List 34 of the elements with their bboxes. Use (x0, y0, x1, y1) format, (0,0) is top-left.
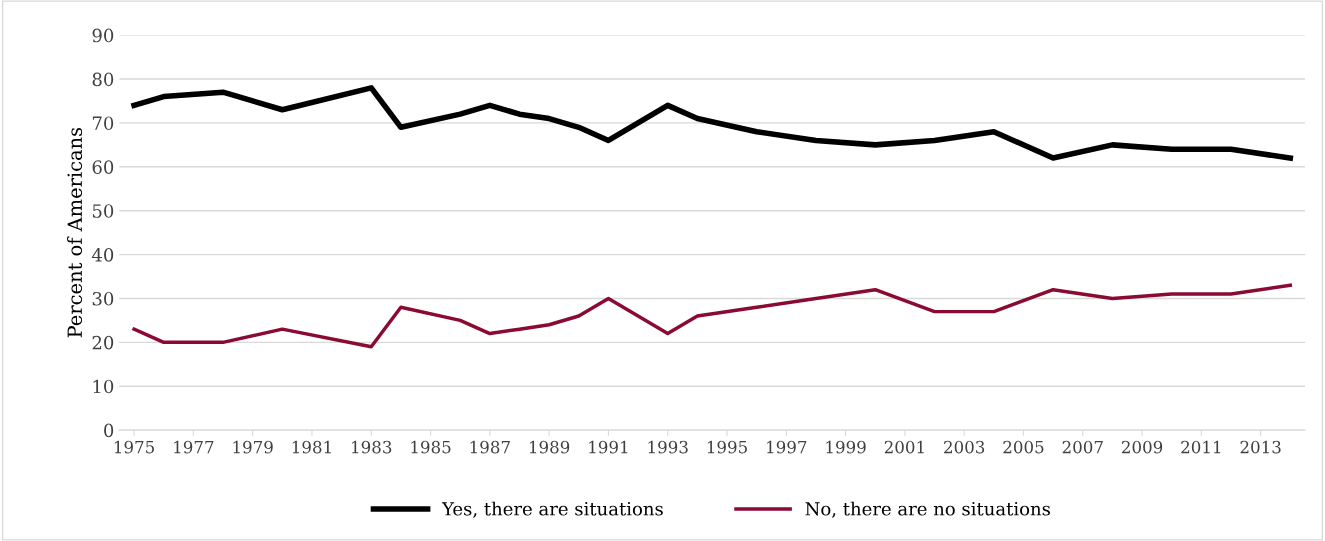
y-tick-label: 40 (91, 248, 114, 262)
x-tick-label: 2005 (1003, 440, 1044, 454)
x-tick-label: 1993 (648, 440, 688, 454)
y-axis-title: Percent of Americans (67, 127, 83, 338)
y-tick-label: 30 (92, 291, 114, 306)
y-tick-label: 20 (92, 335, 114, 350)
x-tick-label: 1989 (529, 440, 570, 454)
x-tick-label: 2011 (1181, 440, 1221, 454)
y-tick-label: 90 (92, 28, 114, 43)
legend-label: Yes, there are situations (441, 501, 663, 518)
x-tick-label: 2009 (1121, 440, 1163, 454)
x-tick-label: 1981 (292, 440, 331, 454)
x-tick-label: 1975 (114, 440, 154, 454)
x-tick-label: 1985 (411, 440, 451, 454)
x-tick-label: 1977 (174, 440, 214, 454)
x-tick-label: 1995 (707, 440, 747, 454)
y-tick-label: 0 (104, 423, 114, 438)
y-tick-label: 60 (92, 160, 114, 174)
line-series (132, 283, 1293, 349)
x-tick-label: 1999 (826, 440, 866, 454)
x-tick-label: 1991 (589, 440, 628, 454)
x-tick-label: 1997 (767, 440, 807, 454)
y-tick-label: 10 (93, 379, 114, 394)
y-tick-label: 80 (92, 72, 114, 87)
x-tick-label: 2013 (1240, 440, 1281, 454)
x-tick-label: 2001 (884, 440, 924, 454)
x-tick-label: 2003 (944, 440, 985, 454)
x-tick-label: 1979 (233, 440, 273, 454)
x-tick-label: 1987 (470, 440, 510, 454)
y-tick-label: 70 (92, 116, 114, 131)
x-tick-label: 1983 (352, 440, 392, 454)
x-tick-label: 2007 (1062, 440, 1103, 454)
legend-label: No, there are no situations (805, 501, 1050, 518)
y-tick-label: 50 (92, 204, 114, 218)
